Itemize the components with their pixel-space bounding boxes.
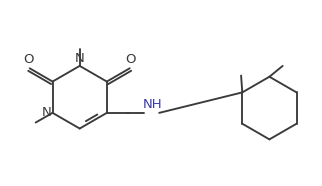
Text: NH: NH (143, 98, 162, 111)
Text: O: O (126, 54, 136, 67)
Text: O: O (23, 54, 34, 67)
Text: N: N (42, 106, 52, 119)
Text: N: N (75, 52, 85, 65)
